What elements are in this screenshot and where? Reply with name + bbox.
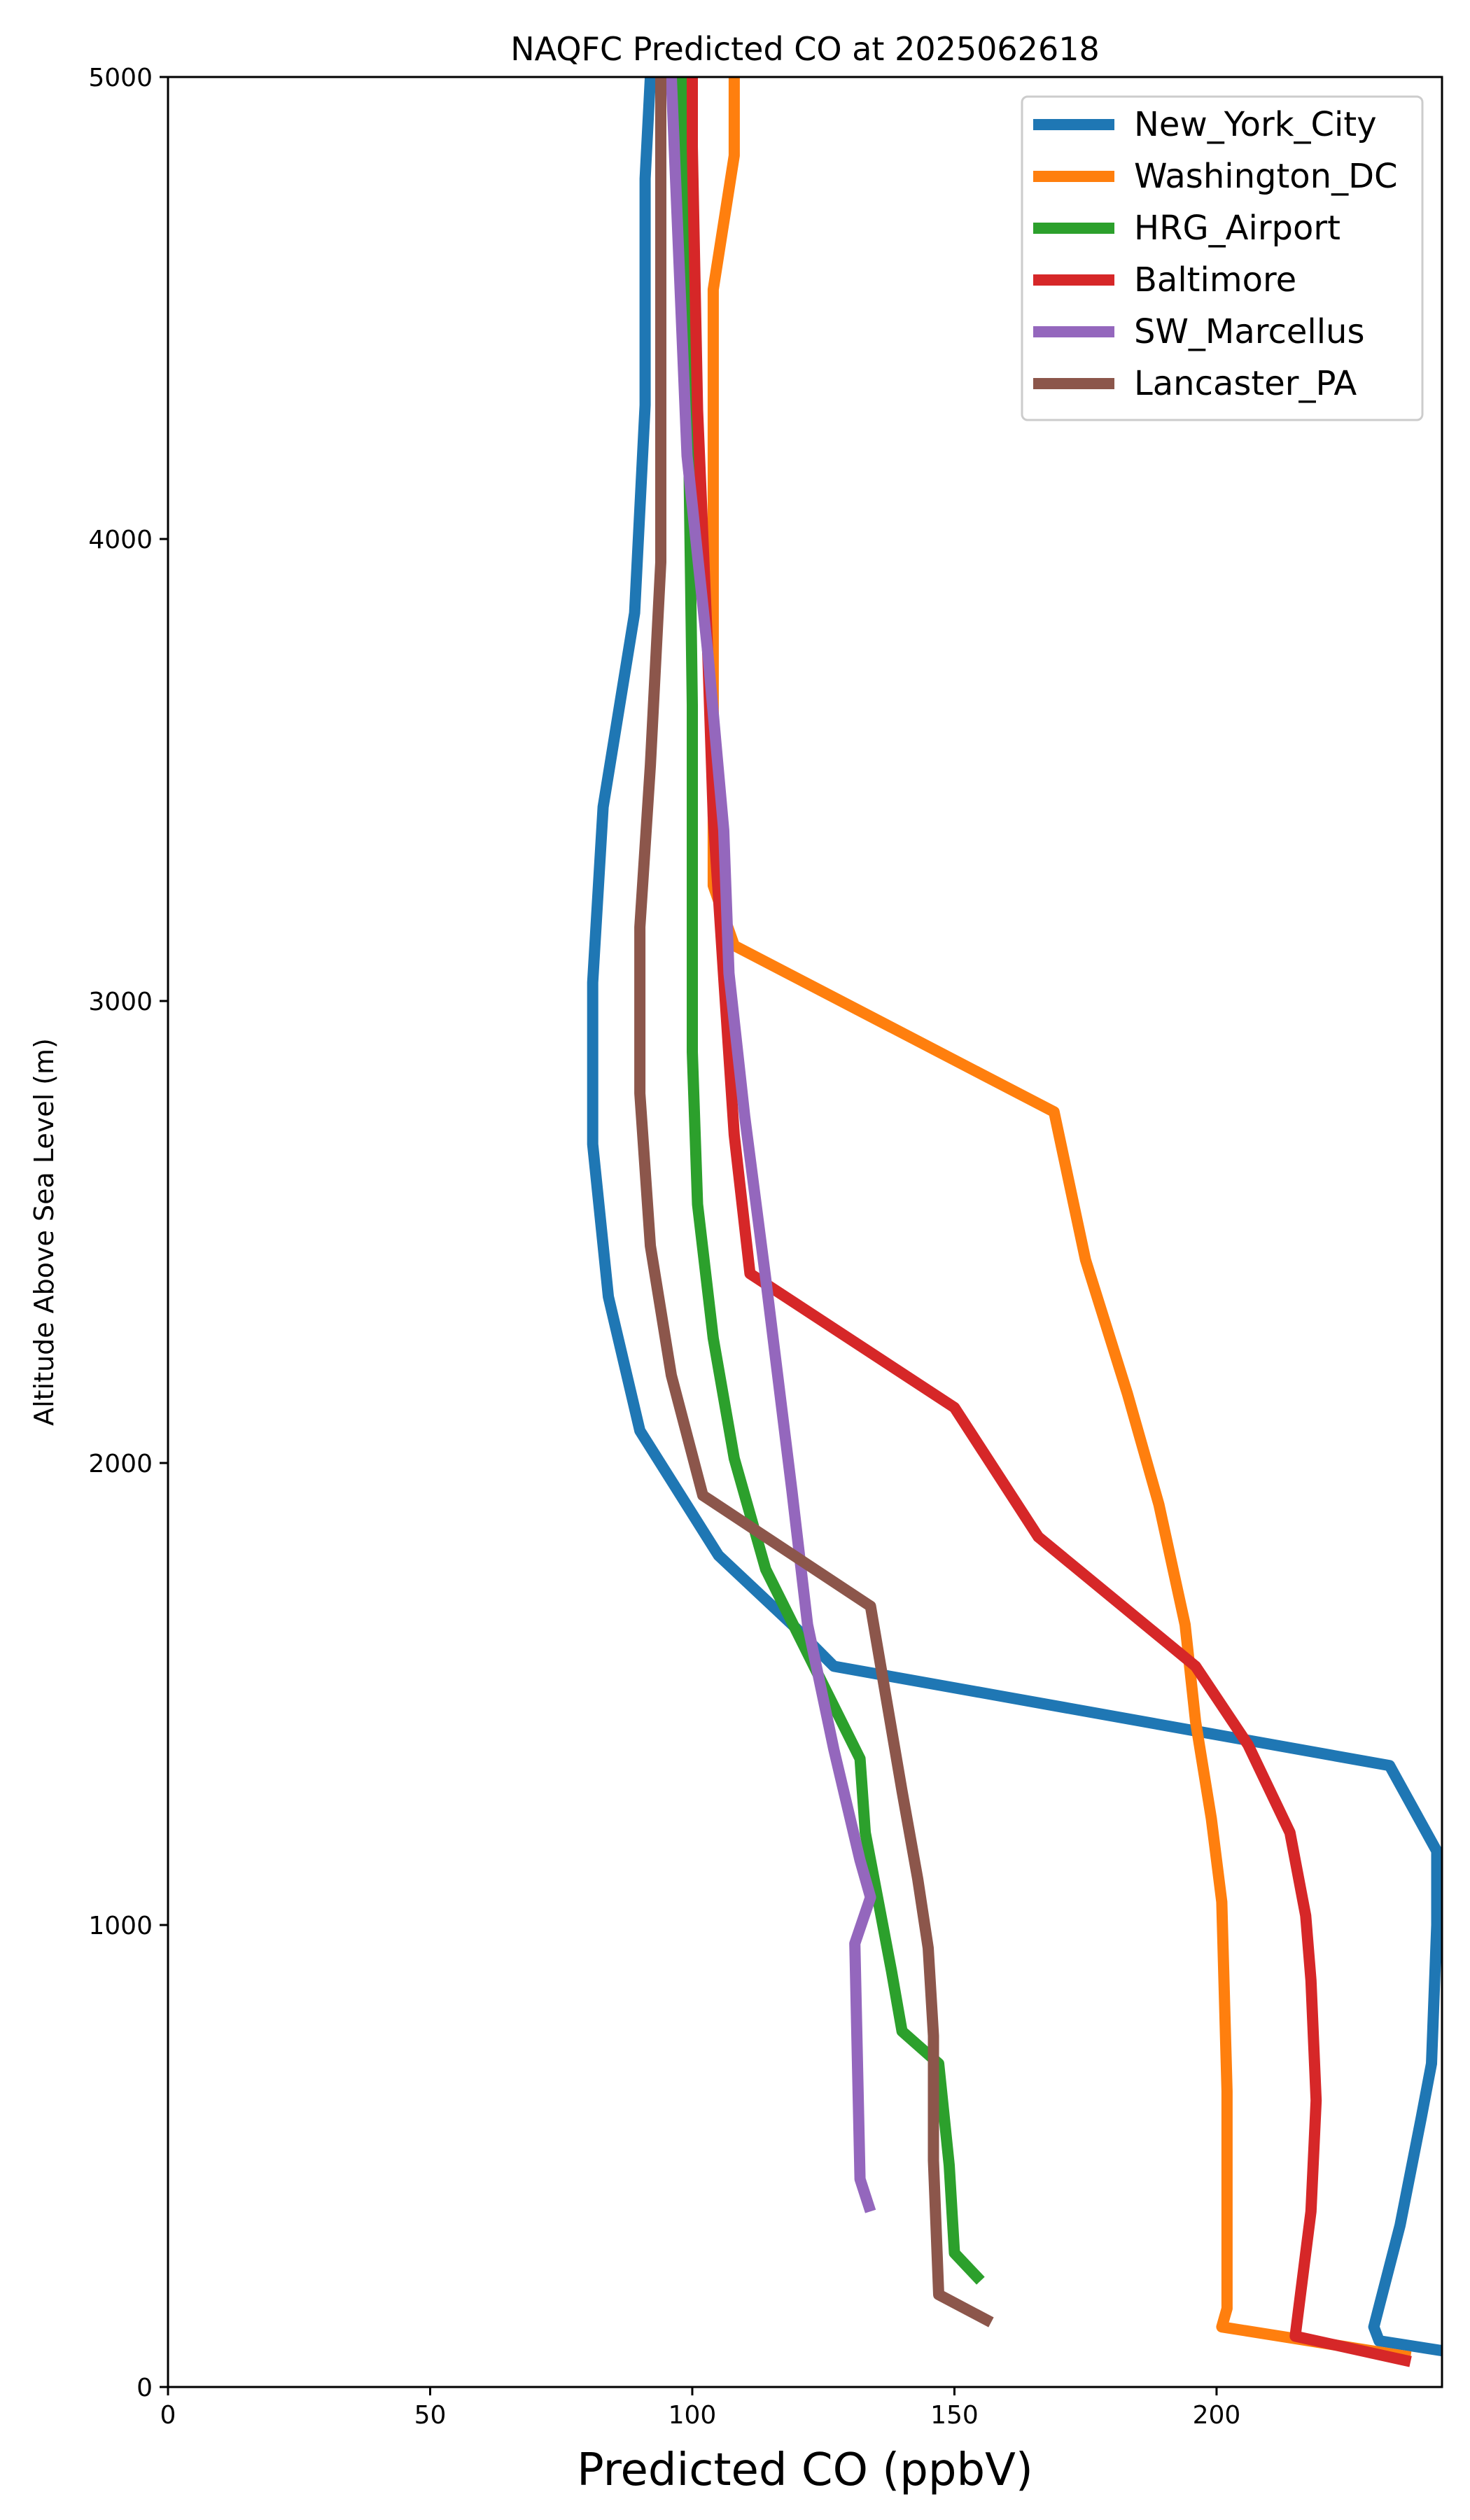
y-axis-label: Altitude Above Sea Level (m) xyxy=(29,1038,59,1426)
x-tick-label: 50 xyxy=(414,2401,447,2430)
series-group xyxy=(587,77,1442,2367)
x-tick-label: 150 xyxy=(930,2401,979,2430)
legend: New_York_City Washington_DC HRG_Airport Bal… xyxy=(1021,95,1424,421)
y-tick-label: 0 xyxy=(136,2374,153,2402)
y-tick-label: 5000 xyxy=(88,64,153,92)
legend-label: New_York_City xyxy=(1134,105,1377,144)
plot-area xyxy=(167,76,1443,2388)
chart-title: NAQFC Predicted CO at 2025062618 xyxy=(510,30,1100,68)
series-line-lancaster-pa xyxy=(634,77,994,2328)
legend-box xyxy=(1021,95,1424,421)
legend-label: Baltimore xyxy=(1134,260,1296,300)
axes-frame xyxy=(167,76,1443,2388)
y-tick-label: 2000 xyxy=(88,1450,153,1478)
x-tick-label: 100 xyxy=(668,2401,717,2430)
y-tick-label: 1000 xyxy=(88,1912,153,1940)
y-tick-label: 4000 xyxy=(88,526,153,554)
legend-label: HRG_Airport xyxy=(1134,209,1340,248)
y-axis-ticks: 0 1000 2000 3000 4000 5000 xyxy=(88,64,168,2402)
x-tick-label: 200 xyxy=(1193,2401,1241,2430)
x-axis-ticks: 0 50 100 150 200 xyxy=(160,2387,1241,2430)
series-line-sw-marcellus xyxy=(666,77,876,2213)
legend-label: Washington_DC xyxy=(1134,157,1398,196)
x-axis-label: Predicted CO (ppbV) xyxy=(577,2444,1033,2496)
legend-label: SW_Marcellus xyxy=(1134,312,1364,351)
x-tick-label: 0 xyxy=(160,2401,176,2430)
y-tick-label: 3000 xyxy=(88,988,153,1016)
legend-label: Lancaster_PA xyxy=(1134,364,1357,403)
legend-items: New_York_City Washington_DC HRG_Airport Bal… xyxy=(1033,105,1398,403)
